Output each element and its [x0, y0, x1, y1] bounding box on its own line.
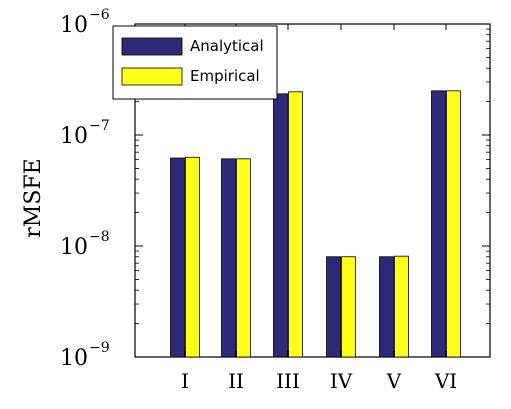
bar-empirical-i [185, 156, 200, 358]
plot-border [134, 23, 491, 358]
bar-empirical-iv [341, 256, 356, 358]
legend-swatch-empirical [121, 67, 183, 86]
y-tick-label: 10 [60, 346, 88, 371]
legend-label-empirical: Empirical [190, 67, 260, 85]
bar-analytical-v [379, 256, 394, 358]
bar-empirical-vi [446, 90, 461, 358]
bar-analytical-iv [326, 256, 341, 358]
x-tick-label: IV [330, 369, 353, 393]
bar-analytical-i [170, 157, 185, 358]
bar-empirical-iii [288, 91, 303, 358]
y-axis-ticks: 10−910−810−710−6 [60, 7, 490, 371]
x-tick-label: V [386, 369, 402, 393]
bar-empirical-ii [236, 158, 251, 358]
x-tick-label: III [276, 369, 300, 393]
y-tick-exponent: −9 [89, 340, 110, 356]
bar-analytical-vi [431, 90, 446, 358]
x-tick-label: I [181, 369, 189, 393]
y-tick-exponent: −6 [89, 7, 110, 23]
y-tick-exponent: −7 [89, 118, 110, 134]
bar-empirical-v [394, 255, 409, 358]
x-tick-label: VI [434, 369, 457, 393]
bars-group [170, 90, 461, 358]
plot-frame [134, 23, 491, 358]
x-tick-label: II [228, 369, 244, 393]
y-tick-exponent: −8 [89, 229, 110, 245]
bar-analytical-iii [273, 93, 288, 358]
y-tick-label: 10 [60, 13, 88, 38]
x-axis-ticks: I II III IV V VI [181, 24, 457, 393]
y-tick-label: 10 [60, 235, 88, 260]
y-axis-label: rMSFE [21, 158, 46, 237]
legend-label-analytical: Analytical [190, 37, 264, 55]
legend-swatch-analytical [121, 37, 183, 56]
y-tick-label: 10 [60, 124, 88, 149]
legend: Analytical Empirical [112, 25, 278, 100]
bar-analytical-ii [221, 158, 236, 358]
